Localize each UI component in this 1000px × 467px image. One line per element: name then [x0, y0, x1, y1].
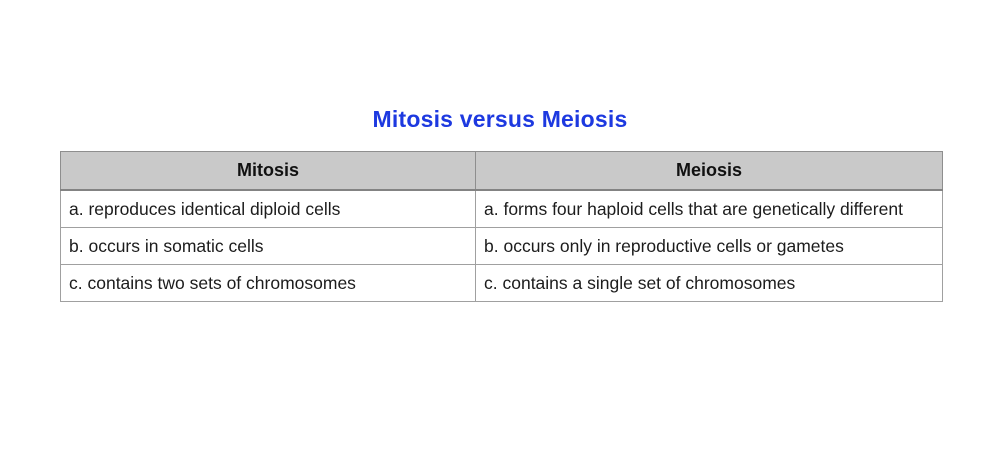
- table-cell-mitosis-a: a. reproduces identical diploid cells: [60, 189, 476, 228]
- table-cell-mitosis-b: b. occurs in somatic cells: [60, 227, 476, 265]
- comparison-table: Mitosis Meiosis a. reproduces identical …: [60, 151, 943, 302]
- table-cell-meiosis-b: b. occurs only in reproductive cells or …: [475, 227, 943, 265]
- table-header-mitosis: Mitosis: [60, 151, 476, 191]
- table-row: b. occurs in somatic cells b. occurs onl…: [60, 227, 943, 265]
- page-title: Mitosis versus Meiosis: [372, 106, 628, 132]
- table-cell-mitosis-c: c. contains two sets of chromosomes: [60, 264, 476, 302]
- table-cell-meiosis-c: c. contains a single set of chromosomes: [475, 264, 943, 302]
- table-header-row: Mitosis Meiosis: [60, 151, 943, 191]
- table-cell-meiosis-a: a. forms four haploid cells that are gen…: [475, 189, 943, 228]
- table-row: c. contains two sets of chromosomes c. c…: [60, 264, 943, 302]
- table-row: a. reproduces identical diploid cells a.…: [60, 189, 943, 228]
- table-header-meiosis: Meiosis: [475, 151, 943, 191]
